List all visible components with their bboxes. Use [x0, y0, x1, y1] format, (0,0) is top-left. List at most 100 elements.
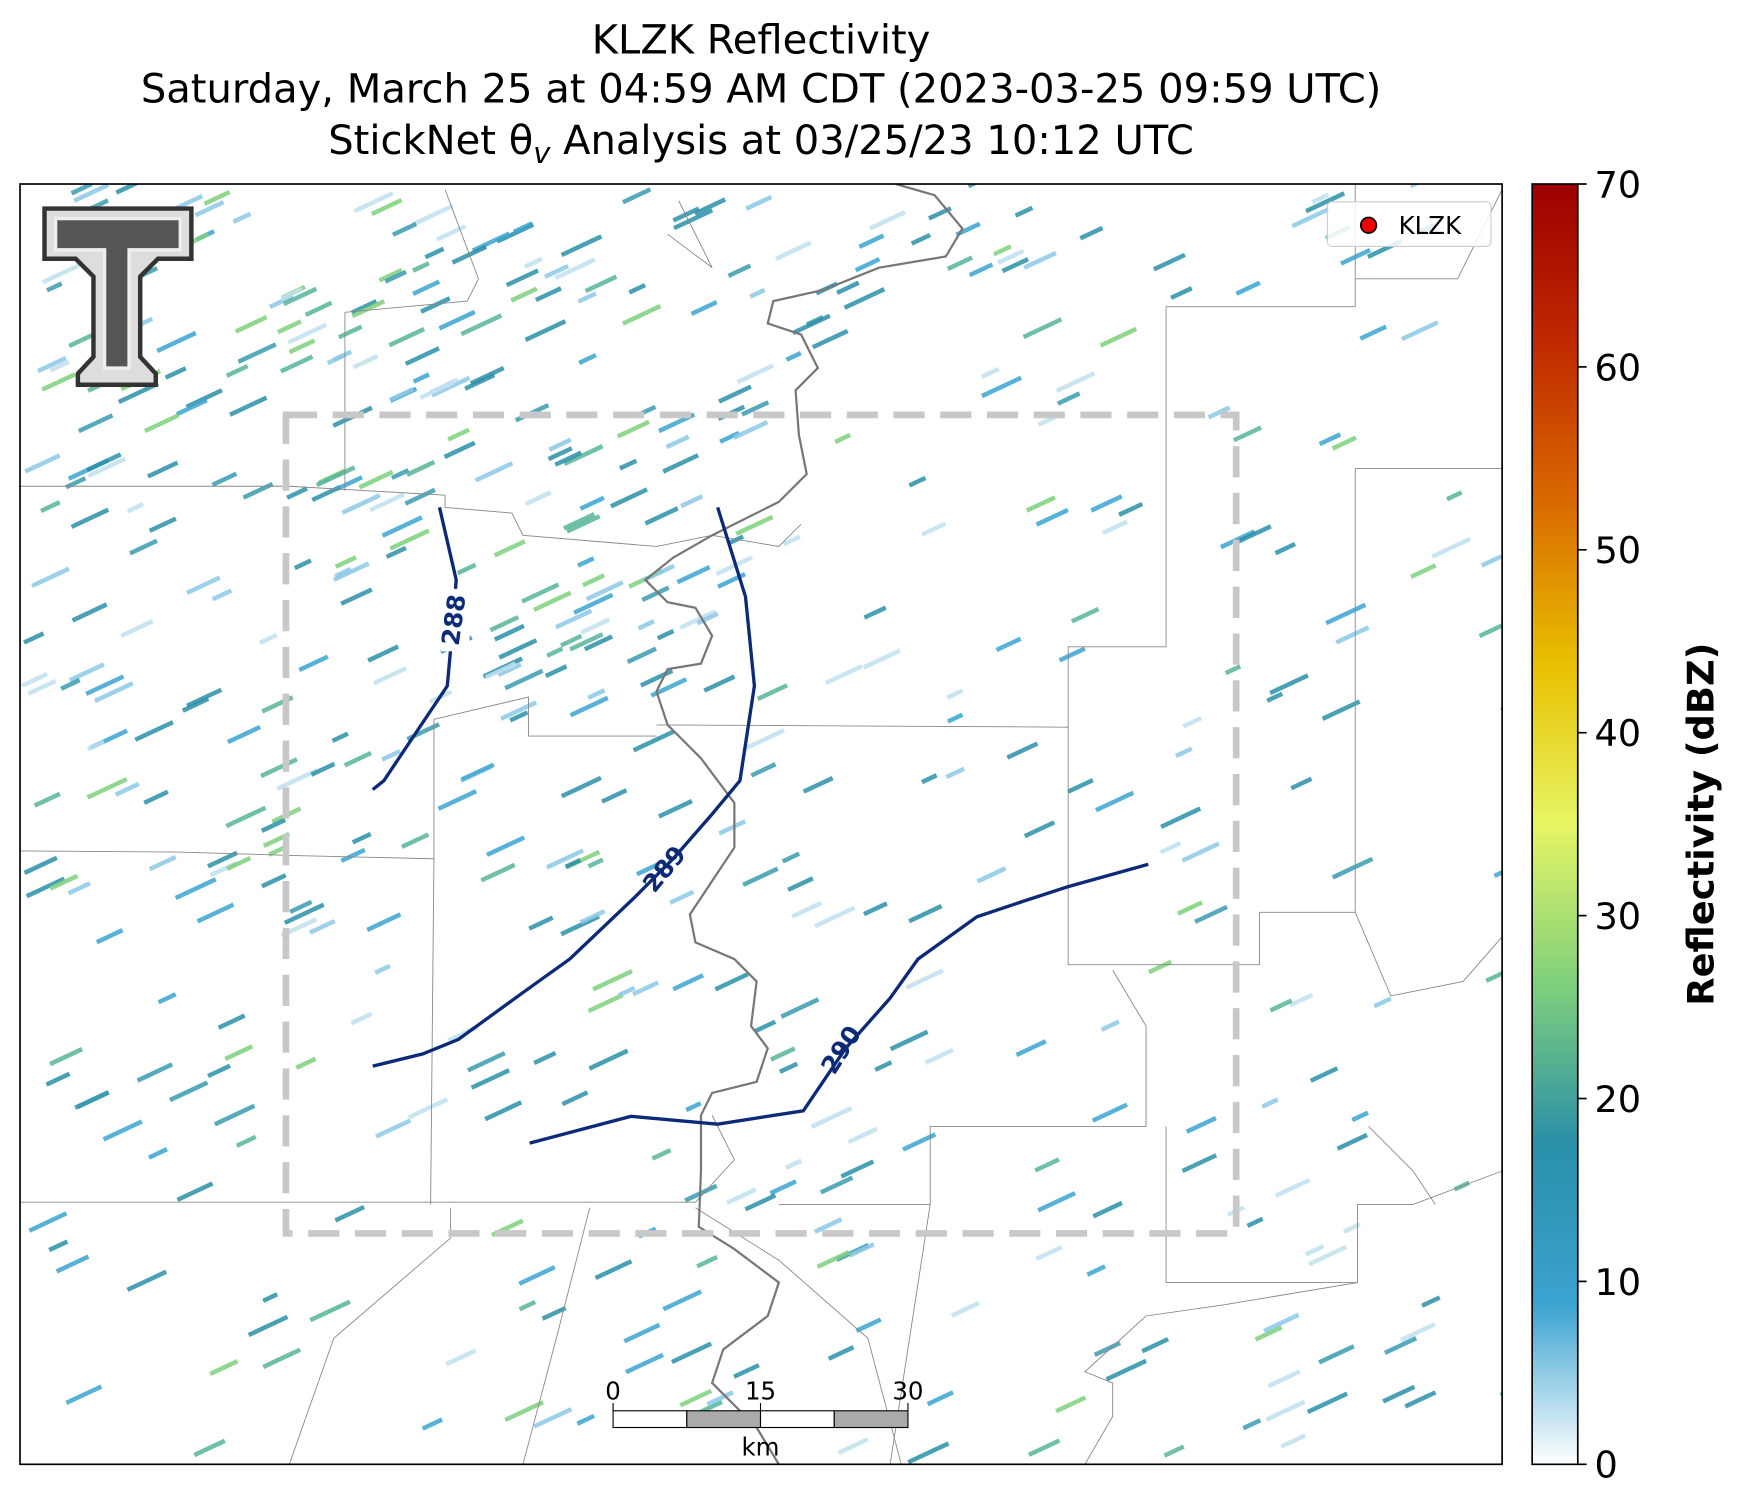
radar-echo	[1290, 776, 1313, 791]
radar-echo	[1382, 1384, 1416, 1404]
radar-echo	[840, 1159, 875, 1179]
radar-echo	[993, 244, 1012, 257]
radar-echo	[1331, 856, 1374, 880]
radar-echo	[351, 831, 372, 845]
radar-echo	[1261, 1097, 1279, 1109]
scale-segment	[612, 1410, 688, 1429]
radar-echo	[211, 588, 233, 602]
radar-echo	[282, 286, 318, 307]
radar-echo	[315, 465, 356, 488]
radar-echo	[946, 688, 964, 700]
radar-echo	[1070, 606, 1100, 624]
radar-echo	[791, 313, 831, 336]
radar-echo	[672, 206, 700, 223]
radar-echo	[727, 534, 745, 546]
radar-echo	[733, 1363, 760, 1379]
radar-echo	[1446, 490, 1463, 502]
radar-echo	[672, 973, 705, 992]
radar-echo	[68, 662, 105, 683]
radar-echo	[136, 1062, 174, 1083]
map-frame	[19, 183, 1503, 1466]
radar-echo	[669, 889, 695, 905]
radar-echo	[486, 835, 526, 857]
radar-echo	[518, 1299, 537, 1312]
radar-echo	[848, 1242, 875, 1258]
legend-box	[1326, 201, 1492, 248]
radar-echo	[578, 353, 597, 365]
radar-echo	[1351, 1110, 1369, 1123]
radar-echo	[1274, 1177, 1311, 1198]
radar-echo	[592, 969, 633, 992]
title: KLZK Reflectivity	[592, 17, 931, 63]
radar-echo	[176, 1181, 214, 1202]
radar-echo	[157, 992, 177, 1005]
radar-echo	[369, 492, 406, 513]
radar-echo	[1035, 507, 1069, 527]
radar-echo	[533, 1407, 573, 1429]
radar-echo	[73, 184, 110, 203]
radar-echo	[1181, 1153, 1218, 1174]
radar-echo	[378, 267, 403, 283]
radar-echo	[286, 486, 308, 500]
colorbar-tick-label: 0	[1594, 1444, 1617, 1487]
radar-echo	[437, 789, 478, 811]
radar-echo	[224, 1044, 254, 1062]
radar-echo	[148, 516, 177, 533]
radar-echo	[404, 346, 440, 366]
radar-echo	[560, 633, 583, 648]
radar-echo	[555, 608, 593, 630]
radar-echo	[670, 1341, 713, 1364]
scale-segment	[686, 1410, 762, 1429]
radar-echo	[618, 458, 638, 471]
radar-echo	[1274, 542, 1297, 556]
radar-echo	[836, 280, 860, 295]
colorbar-tick-label: 40	[1594, 712, 1641, 755]
radar-echo	[1023, 250, 1057, 270]
radar-echo	[824, 664, 863, 685]
radar-echo	[385, 545, 407, 559]
radar-echo	[1006, 741, 1039, 760]
radar-echo	[260, 817, 287, 833]
radar-echo	[863, 901, 888, 917]
radar-echo	[1152, 252, 1186, 272]
radar-echo	[280, 286, 304, 301]
radar-echo	[541, 1305, 567, 1321]
radar-echo	[780, 997, 820, 1019]
radar-echo	[1307, 1244, 1348, 1267]
radar-echo	[676, 565, 711, 585]
radar-echo	[500, 700, 538, 721]
radar-echo	[621, 304, 662, 326]
radar-echo	[95, 928, 124, 945]
radar-echo	[1288, 992, 1314, 1008]
radar-echo	[470, 1068, 511, 1090]
analysis-domain	[282, 411, 1240, 1237]
radar-echo	[745, 194, 773, 211]
radar-echo	[298, 654, 329, 673]
radar-echo	[1309, 1066, 1339, 1083]
radar-echo	[1160, 806, 1202, 829]
radar-echo	[203, 190, 231, 206]
radar-echo	[632, 980, 660, 997]
radar-echo	[390, 468, 410, 480]
colorbar-tick-label: 50	[1594, 529, 1641, 572]
radar-echo	[1056, 391, 1081, 406]
radar-echo	[1325, 602, 1367, 626]
legend-label: KLZK	[1399, 211, 1462, 240]
radar-echo	[587, 688, 606, 700]
radar-echo	[827, 1345, 855, 1361]
radar-echo	[1266, 691, 1284, 703]
radar-echo	[412, 372, 430, 384]
radar-echo	[505, 268, 539, 288]
radar-echo	[1242, 1418, 1262, 1431]
radar-echo	[262, 1347, 302, 1369]
radar-echo	[1037, 1191, 1077, 1213]
radar-echo	[421, 1417, 443, 1431]
radar-echo	[381, 749, 402, 762]
radar-echo	[351, 299, 386, 319]
radar-echo	[742, 866, 779, 887]
radar-echo	[1265, 1399, 1306, 1422]
radar-echo	[1269, 673, 1309, 696]
radar-echo	[384, 269, 407, 284]
radar-echo	[67, 881, 91, 896]
radar-echo	[25, 876, 66, 899]
